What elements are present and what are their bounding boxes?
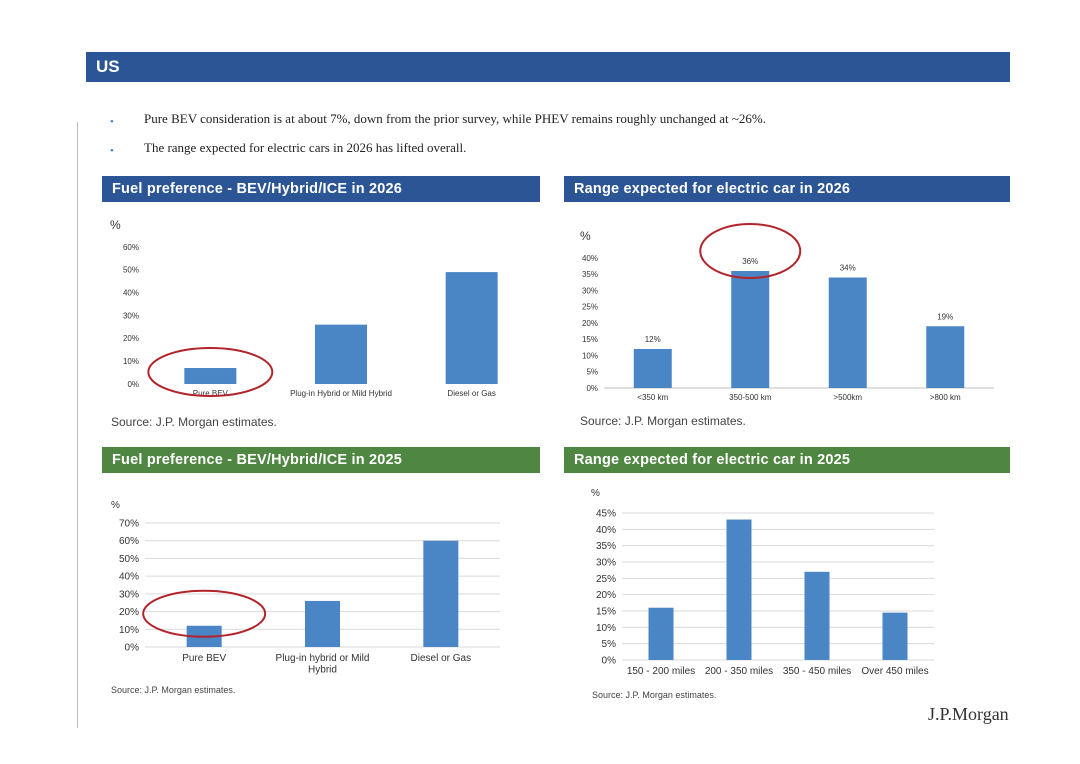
panel-header-range-2025: Range expected for electric car in 2025 bbox=[564, 447, 1010, 473]
bar bbox=[882, 612, 908, 660]
y-tick-label: 20% bbox=[596, 590, 616, 601]
x-tick-label: 200 - 350 miles bbox=[705, 666, 773, 677]
y-axis-label: % bbox=[591, 488, 600, 499]
y-tick-label: 0% bbox=[127, 380, 139, 389]
x-tick-label: >500km bbox=[833, 393, 862, 402]
x-tick-label: 350-500 km bbox=[729, 393, 772, 402]
panel-title: Fuel preference - BEV/Hybrid/ICE in 2026 bbox=[112, 181, 403, 197]
bullet-item: • Pure BEV consideration is at about 7%,… bbox=[108, 110, 1008, 139]
panel-header-range-2026: Range expected for electric car in 2026 bbox=[564, 176, 1010, 202]
y-tick-label: 20% bbox=[123, 334, 139, 343]
bullet-dot: • bbox=[110, 145, 114, 157]
data-label: 34% bbox=[840, 264, 856, 273]
bar bbox=[926, 326, 965, 388]
y-axis-label: % bbox=[110, 218, 121, 232]
chart-fuel-2026: % 0% 10% 20% 30% 40% 50% 60% Pure BEV Plug-in Hyb… bbox=[110, 218, 498, 398]
y-tick-label: 50% bbox=[119, 554, 139, 565]
bar bbox=[828, 277, 867, 388]
bullet-text: The range expected for electric cars in … bbox=[144, 140, 467, 155]
bar bbox=[184, 368, 237, 384]
source-note: Source: J.P. Morgan estimates. bbox=[580, 414, 746, 428]
panel-title: Range expected for electric car in 2025 bbox=[574, 452, 851, 468]
y-tick-label: 20% bbox=[582, 319, 598, 328]
y-tick-label: 25% bbox=[596, 574, 616, 585]
chart-range-2025: % 0% 5% 10% 15% 20% 25% 30% 35% 40% 45% 150 - 200 m… bbox=[591, 488, 934, 677]
x-tick-label: 150 - 200 miles bbox=[627, 666, 695, 677]
panel-title: Fuel preference - BEV/Hybrid/ICE in 2025 bbox=[112, 452, 403, 468]
y-tick-label: 40% bbox=[123, 288, 139, 297]
y-tick-label: 10% bbox=[582, 351, 598, 360]
x-tick-label: Diesel or Gas bbox=[447, 389, 495, 398]
x-tick-label: Over 450 miles bbox=[861, 666, 928, 677]
bar bbox=[633, 349, 672, 388]
chart-range-2026: % 0% 5% 10% 15% 20% 25% 30% 35% 40% 12% <350 km 36% 3… bbox=[580, 223, 994, 402]
y-tick-label: 60% bbox=[119, 536, 139, 547]
y-tick-label: 20% bbox=[119, 607, 139, 618]
source-note: Source: J.P. Morgan estimates. bbox=[592, 690, 717, 700]
jpmorgan-logo: J.P.Morgan bbox=[928, 704, 1009, 724]
highlight-circle bbox=[142, 589, 267, 638]
x-tick-label: Plug-in Hybrid or Mild Hybrid bbox=[290, 389, 392, 398]
y-tick-label: 45% bbox=[596, 509, 616, 520]
highlight-circle bbox=[147, 347, 274, 398]
x-tick-label: >800 km bbox=[930, 393, 961, 402]
y-tick-label: 5% bbox=[602, 639, 617, 650]
source-note: Source: J.P. Morgan estimates. bbox=[111, 415, 277, 429]
x-tick-label: Pure BEV bbox=[182, 653, 226, 664]
section-title: US bbox=[96, 57, 120, 76]
y-axis-label: % bbox=[111, 500, 120, 511]
highlight-circle bbox=[699, 223, 802, 279]
y-tick-label: 50% bbox=[123, 266, 139, 275]
section-banner: US bbox=[86, 52, 1010, 82]
y-tick-label: 30% bbox=[123, 311, 139, 320]
y-tick-label: 35% bbox=[582, 270, 598, 279]
y-tick-label: 15% bbox=[596, 607, 616, 618]
y-tick-label: 15% bbox=[582, 335, 598, 344]
y-tick-label: 30% bbox=[119, 589, 139, 600]
data-label: 36% bbox=[742, 257, 758, 266]
bar bbox=[648, 607, 674, 660]
y-tick-label: 70% bbox=[119, 519, 139, 530]
y-tick-label: 25% bbox=[582, 303, 598, 312]
panel-header-fuel-2025: Fuel preference - BEV/Hybrid/ICE in 2025 bbox=[102, 447, 540, 473]
page-margin-line bbox=[77, 122, 78, 728]
y-tick-label: 0% bbox=[125, 643, 140, 654]
source-note: Source: J.P. Morgan estimates. bbox=[111, 685, 236, 695]
y-tick-label: 35% bbox=[596, 541, 616, 552]
bar bbox=[315, 324, 367, 384]
data-label: 12% bbox=[645, 335, 661, 344]
x-tick-label: Plug-in hybrid or Mild Hybrid bbox=[276, 653, 370, 676]
x-tick-label: 350 - 450 miles bbox=[783, 666, 851, 677]
bar bbox=[804, 571, 830, 660]
y-tick-label: 60% bbox=[123, 243, 139, 252]
y-tick-label: 30% bbox=[596, 558, 616, 569]
bar bbox=[445, 272, 498, 384]
panel-title: Range expected for electric car in 2026 bbox=[574, 181, 851, 197]
bar bbox=[423, 540, 459, 647]
data-label: 19% bbox=[937, 312, 953, 321]
y-tick-label: 40% bbox=[119, 572, 139, 583]
bullet-text: Pure BEV consideration is at about 7%, d… bbox=[144, 111, 767, 126]
y-axis-label: % bbox=[580, 229, 591, 243]
y-tick-label: 40% bbox=[582, 254, 598, 263]
y-tick-label: 40% bbox=[596, 525, 616, 536]
bar bbox=[731, 271, 770, 388]
y-tick-label: 10% bbox=[123, 357, 139, 366]
panel-header-fuel-2026: Fuel preference - BEV/Hybrid/ICE in 2026 bbox=[102, 176, 540, 202]
x-tick-label: <350 km bbox=[637, 393, 668, 402]
x-tick-label: Diesel or Gas bbox=[411, 653, 472, 664]
y-tick-label: 10% bbox=[596, 623, 616, 634]
bullet-list: • Pure BEV consideration is at about 7%,… bbox=[108, 110, 1008, 168]
y-tick-label: 10% bbox=[119, 625, 139, 636]
bar bbox=[726, 519, 752, 660]
chart-fuel-2025: % 0% 10% 20% 30% 40% 50% 60% 70% Pure BEV Plug-in … bbox=[111, 500, 500, 676]
bullet-item: • The range expected for electric cars i… bbox=[108, 139, 1008, 168]
x-tick-label: Pure BEV bbox=[193, 389, 229, 398]
bullet-dot: • bbox=[110, 116, 114, 128]
y-tick-label: 5% bbox=[586, 368, 598, 377]
bar bbox=[305, 600, 340, 647]
y-tick-label: 0% bbox=[602, 656, 617, 667]
y-tick-label: 0% bbox=[586, 384, 598, 393]
y-tick-label: 30% bbox=[582, 286, 598, 295]
